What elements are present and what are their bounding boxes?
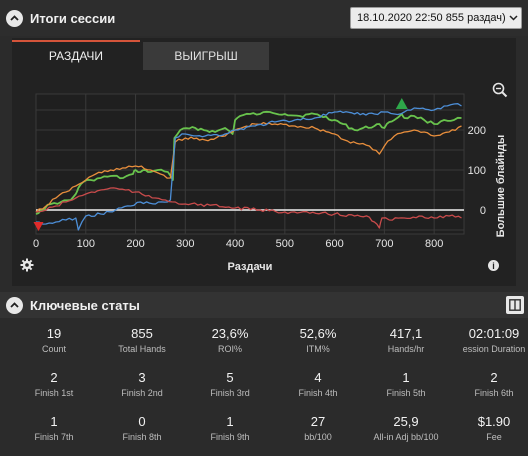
- collapse-stats-button[interactable]: [6, 296, 23, 314]
- y-axis-label: Большие блайнды: [495, 135, 507, 238]
- stat-cell: 02:01:09 ession Duration: [450, 326, 528, 354]
- stat-label: Hands/hr: [387, 344, 425, 354]
- stat-label: Finish 1st: [34, 388, 74, 398]
- tab-winnings[interactable]: ВЫИГРЫШ: [143, 42, 269, 70]
- stat-label: ession Duration: [462, 344, 526, 354]
- gear-icon[interactable]: [20, 258, 34, 272]
- series-line-1: [35, 110, 462, 215]
- x-axis-label: Раздачи: [228, 261, 273, 273]
- x-tick-label: 800: [425, 238, 443, 250]
- stat-value: 19: [46, 326, 62, 341]
- stat-row: 1 Finish 7th 0 Finish 8th 1 Finish 9th 27 bb/10…: [0, 414, 528, 454]
- stat-label: Finish 9th: [210, 432, 250, 442]
- stat-label: bb/100: [304, 432, 332, 442]
- series-line-4: [35, 187, 462, 229]
- session-chart: 0 100 200 300 400 500 600 700 800 0 100 200 Раздачи Б…: [33, 93, 507, 273]
- key-stats-header: Ключевые статы: [0, 292, 528, 318]
- x-tick-label: 200: [126, 238, 144, 250]
- stat-cell: 25,9 All-in Adj bb/100: [362, 414, 450, 442]
- stat-cell: 19 Count: [10, 326, 98, 354]
- stat-cell: 0 Finish 8th: [98, 414, 186, 442]
- zoom-out-icon[interactable]: [492, 82, 508, 98]
- session-select[interactable]: 18.10.2020 22:50 855 раздач): [350, 7, 522, 29]
- chart-area: РАЗДАЧИ ВЫИГРЫШ 0 100 200 300 400 500 600 700 80…: [12, 38, 516, 286]
- x-tick-label: 0: [33, 238, 39, 250]
- stat-label: Count: [41, 344, 67, 354]
- stat-value: 2: [50, 370, 58, 385]
- x-tick-label: 600: [325, 238, 343, 250]
- stat-label: Finish 4th: [298, 388, 338, 398]
- max-marker: [395, 98, 408, 109]
- stat-cell: 2 Finish 1st: [10, 370, 98, 398]
- key-stats-title: Ключевые статы: [30, 297, 140, 313]
- collapse-session-button[interactable]: [6, 9, 23, 27]
- stat-value: 23,6%: [211, 326, 249, 341]
- stat-cell: 3 Finish 2nd: [98, 370, 186, 398]
- stat-label: Finish 8th: [122, 432, 162, 442]
- stat-value: $1.90: [477, 414, 511, 429]
- stat-label: ROI%: [217, 344, 242, 354]
- stat-label: ITM%: [306, 344, 330, 354]
- stat-label: Finish 2nd: [121, 388, 163, 398]
- y-tick-label: 0: [480, 205, 486, 217]
- stat-row: 19 Count 855 Total Hands 23,6% ROI% 52,6% ITM% 4…: [0, 326, 528, 366]
- stat-cell: 52,6% ITM%: [274, 326, 362, 354]
- stat-value: 417,1: [389, 326, 423, 341]
- x-tick-label: 700: [375, 238, 393, 250]
- stat-label: Finish 3rd: [210, 388, 250, 398]
- series-line-2: [35, 121, 462, 213]
- session-summary-title: Итоги сессии: [30, 10, 116, 26]
- stat-row: 2 Finish 1st 3 Finish 2nd 5 Finish 3rd 4 Finish…: [0, 370, 528, 410]
- stat-label: All-in Adj bb/100: [373, 432, 439, 442]
- layout-toggle-button[interactable]: [506, 296, 524, 314]
- session-select-value: 18.10.2020 22:50 855 раздач): [357, 12, 505, 24]
- stat-value: 1: [226, 414, 234, 429]
- x-tick-label: 500: [276, 238, 294, 250]
- stat-label: Total Hands: [118, 344, 166, 354]
- stat-label: Finish 5th: [386, 388, 426, 398]
- stat-value: 2: [490, 370, 498, 385]
- stat-cell: 1 Finish 7th: [10, 414, 98, 442]
- stat-cell: 5 Finish 3rd: [186, 370, 274, 398]
- stat-value: 1: [50, 414, 58, 429]
- x-tick-label: 100: [77, 238, 95, 250]
- stat-cell: 1 Finish 9th: [186, 414, 274, 442]
- stat-cell: 2 Finish 6th: [450, 370, 528, 398]
- stat-label: Finish 6th: [474, 388, 514, 398]
- stat-cell: 417,1 Hands/hr: [362, 326, 450, 354]
- y-tick-label: 100: [468, 165, 486, 177]
- chevron-up-icon: [10, 15, 19, 21]
- stat-cell: 1 Finish 5th: [362, 370, 450, 398]
- stat-value: 4: [314, 370, 322, 385]
- columns-icon: [509, 299, 521, 311]
- stat-value: 855: [131, 326, 153, 341]
- stat-value: 0: [138, 414, 146, 429]
- stat-value: 52,6%: [299, 326, 337, 341]
- stat-label: Finish 7th: [34, 432, 74, 442]
- y-tick-label: 200: [468, 125, 486, 137]
- series-line-3: [35, 103, 462, 231]
- stat-cell: 855 Total Hands: [98, 326, 186, 354]
- chevron-up-icon: [10, 302, 19, 308]
- min-marker: [33, 222, 44, 231]
- stat-label: Fee: [486, 432, 502, 442]
- stat-cell: $1.90 Fee: [450, 414, 528, 442]
- stat-value: 5: [226, 370, 234, 385]
- stat-value: 3: [138, 370, 146, 385]
- stat-value: 1: [402, 370, 410, 385]
- info-icon[interactable]: i: [488, 260, 499, 271]
- chevron-down-icon: [505, 15, 521, 21]
- stat-cell: 4 Finish 4th: [274, 370, 362, 398]
- stat-value: 02:01:09: [468, 326, 520, 341]
- x-tick-label: 400: [226, 238, 244, 250]
- stat-value: 25,9: [393, 414, 419, 429]
- x-tick-label: 300: [176, 238, 194, 250]
- tab-hands[interactable]: РАЗДАЧИ: [12, 40, 140, 70]
- session-summary-header: Итоги сессии 18.10.2020 22:50 855 раздач…: [0, 0, 528, 36]
- stat-cell: 27 bb/100: [274, 414, 362, 442]
- stat-cell: 23,6% ROI%: [186, 326, 274, 354]
- stat-value: 27: [310, 414, 326, 429]
